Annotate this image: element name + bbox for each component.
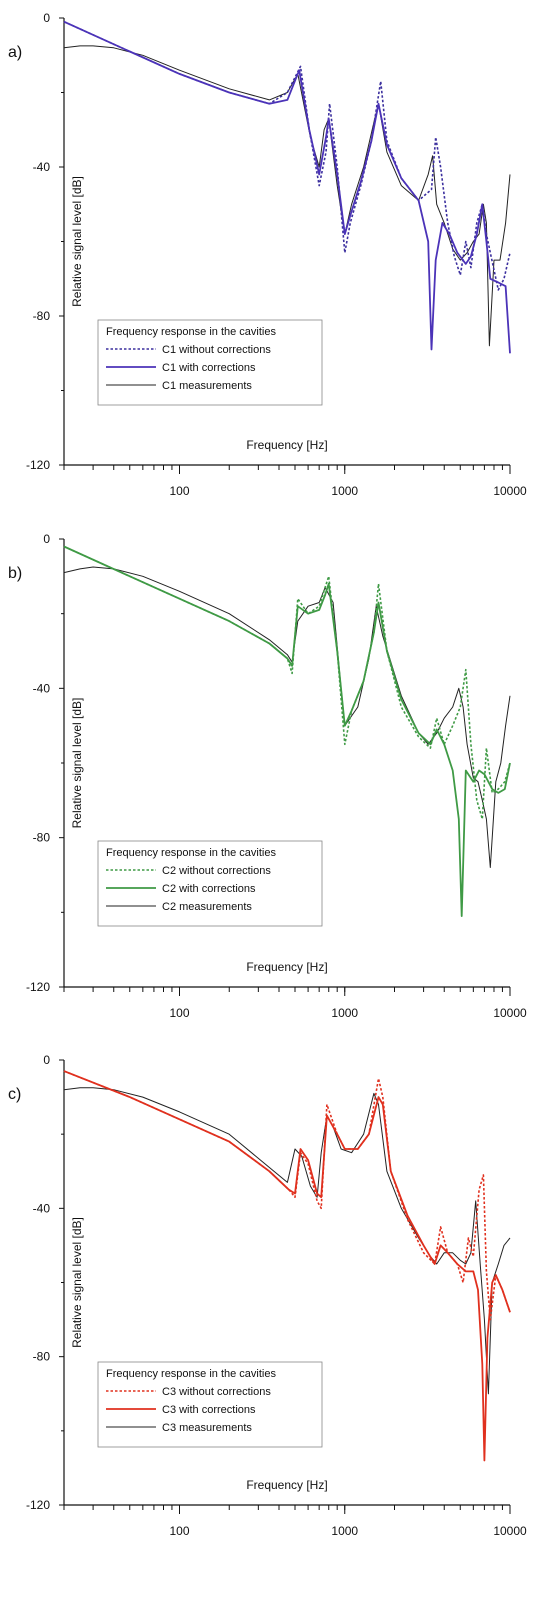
y-axis-title: Relative signal level [dB] (70, 1217, 84, 1348)
series-line-2 (63, 20, 511, 354)
legend-entry: C2 without corrections (162, 865, 271, 877)
series-line-3 (63, 45, 511, 347)
x-tick-label: 1000 (331, 1006, 358, 1020)
y-axis-title: Relative signal level [dB] (70, 176, 84, 307)
x-axis-title: Frequency [Hz] (246, 438, 327, 452)
legend-entry: C2 with corrections (162, 883, 256, 895)
legend-entry: C3 with corrections (162, 1404, 256, 1416)
legend-box (97, 1361, 323, 1448)
legend-box (97, 319, 323, 406)
x-axis-title: Frequency [Hz] (246, 1478, 327, 1492)
legend-box (97, 840, 323, 927)
y-tick-label: -40 (33, 1201, 51, 1215)
x-tick-label: 100 (169, 484, 189, 498)
y-tick-label: -120 (26, 458, 50, 472)
legend-entry: C3 measurements (162, 1422, 252, 1434)
x-tick-label: 10000 (493, 1524, 527, 1538)
y-axis-title: Relative signal level [dB] (70, 698, 84, 829)
panel-label: b) (8, 565, 22, 582)
y-tick-label: -120 (26, 1498, 50, 1512)
chart-panel-3: c) 0 -40 -80 -120 100 1000 10000 Frequency [Hz] R… (8, 1053, 527, 1538)
x-tick-label: 10000 (493, 1006, 527, 1020)
x-tick-label: 1000 (331, 484, 358, 498)
x-tick-label: 1000 (331, 1524, 358, 1538)
panel-label: c) (8, 1086, 21, 1103)
legend-title: Frequency response in the cavities (106, 326, 276, 338)
y-tick-label: -80 (33, 831, 51, 845)
legend-entry: C1 with corrections (162, 362, 256, 374)
legend-entry: C1 measurements (162, 380, 252, 392)
legend-entry: C2 measurements (162, 901, 252, 913)
chart-panel-2: b) 0 -40 -80 -120 100 1000 10000 Frequency [Hz] R… (8, 532, 527, 1020)
series-line-2 (63, 1070, 511, 1462)
legend-entry: C1 without corrections (162, 344, 271, 356)
x-axis-title: Frequency [Hz] (246, 960, 327, 974)
x-tick-label: 10000 (493, 484, 527, 498)
y-tick-label: -40 (33, 160, 51, 174)
y-tick-label: 0 (43, 532, 50, 546)
series-line-3 (63, 1087, 511, 1395)
series-line-3 (63, 566, 511, 868)
x-tick-label: 100 (169, 1006, 189, 1020)
legend-entry: C3 without corrections (162, 1386, 271, 1398)
series-line-1 (63, 20, 511, 291)
y-tick-label: -80 (33, 1350, 51, 1364)
series-line-1 (63, 1070, 511, 1321)
legend-title: Frequency response in the cavities (106, 847, 276, 859)
x-tick-label: 100 (169, 1524, 189, 1538)
y-tick-label: 0 (43, 1053, 50, 1067)
y-tick-label: -120 (26, 980, 50, 994)
series-line-1 (63, 545, 511, 820)
series-line-2 (63, 545, 511, 917)
y-tick-label: -80 (33, 309, 51, 323)
panel-label: a) (8, 44, 22, 61)
y-tick-label: 0 (43, 11, 50, 25)
y-tick-label: -40 (33, 681, 51, 695)
chart-panel-1: a) 0 -40 -80 -120 100 1000 10000 Frequency [Hz] R… (8, 11, 527, 498)
legend-title: Frequency response in the cavities (106, 1368, 276, 1380)
